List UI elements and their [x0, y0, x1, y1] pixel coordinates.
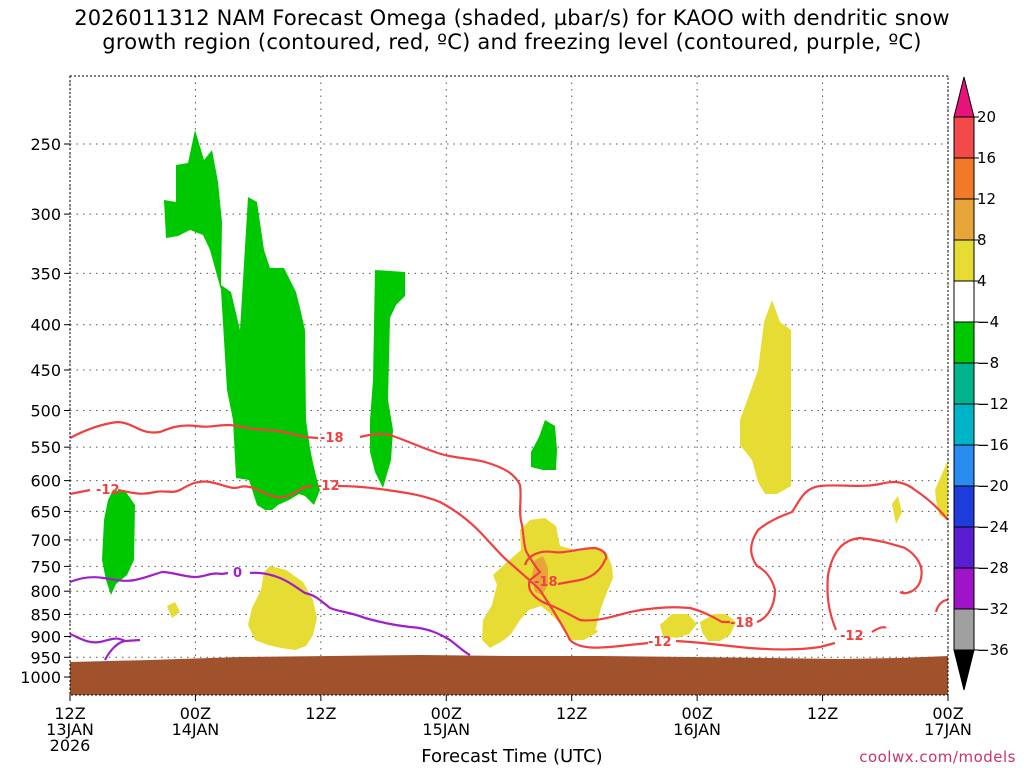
x-tick-label: 15JAN [422, 720, 470, 739]
colorbar-swatch [953, 321, 975, 364]
contour-minus18-lower [527, 480, 948, 624]
y-tick-label: 450 [30, 361, 61, 380]
contour-minus12-right-loop [826, 536, 948, 633]
x-tick-label: 2026 [50, 736, 91, 755]
omega-region-small-yellow-3 [700, 614, 736, 641]
colorbar-arrow-top [953, 76, 975, 118]
contour-freezing-level [70, 570, 471, 656]
colorbar-swatch [953, 362, 975, 405]
colorbar-label: −36 [977, 641, 1009, 659]
contour-minus18-inner-loop [523, 546, 608, 586]
colorbar-label: 8 [977, 231, 987, 249]
y-tick-label: 250 [30, 135, 61, 154]
x-tick-label: 00Z [431, 704, 462, 723]
omega-region-low-green [102, 490, 135, 595]
x-tick-label: 17JAN [924, 720, 972, 739]
y-tick-label: 850 [30, 606, 61, 625]
colorbar-swatch [953, 239, 975, 282]
x-tick-label: 12Z [807, 704, 838, 723]
omega-region-small-yellow-6 [568, 622, 598, 640]
omega-region-small-yellow-2 [660, 614, 697, 638]
x-axis-title: Forecast Time (UTC) [421, 746, 603, 767]
contour-label-minus12-lower: -12 [648, 635, 672, 650]
x-tick-label: 13JAN [46, 720, 94, 739]
y-axis: 250 300 350 400 450 500 550 600 650 700 750 800 850 9… [20, 135, 70, 687]
colorbar-arrow-bottom [953, 649, 975, 691]
colorbar-swatch [953, 485, 975, 528]
colorbar-swatch [953, 608, 975, 651]
credit-link[interactable]: coolwx.com/models [859, 748, 1016, 766]
omega-region-boundary-yellow [248, 566, 317, 650]
colorbar-swatch [953, 444, 975, 487]
terrain-surface [70, 655, 948, 695]
colorbar: 20 16 12 8 4 −4 −8 −12 −16 −20 −24 −28 −32 −36 [953, 76, 1009, 691]
colorbar-label: 20 [977, 108, 996, 126]
colorbar-label: −4 [977, 313, 999, 331]
contour-minus18-upper [70, 420, 542, 581]
colorbar-swatch [953, 526, 975, 569]
colorbar-label: 4 [977, 272, 987, 290]
contour-label-minus18-core: -18 [534, 575, 558, 590]
contour-label-freezing: 0 [233, 566, 242, 581]
omega-region-midlevel-yellow [740, 300, 791, 494]
omega-region-small-yellow-4 [892, 496, 902, 524]
x-tick-label: 12Z [556, 704, 587, 723]
y-tick-label: 900 [30, 627, 61, 646]
contour-minus12-lower [675, 639, 836, 651]
y-tick-label: 950 [30, 648, 61, 667]
y-tick-label: 350 [30, 264, 61, 283]
title-line-2: growth region (contoured, red, ºC) and f… [102, 30, 922, 54]
y-tick-label: 700 [30, 531, 61, 550]
colorbar-label: −16 [977, 436, 1009, 454]
y-tick-label: 550 [30, 438, 61, 457]
y-tick-label: 750 [30, 557, 61, 576]
colorbar-label: −8 [977, 354, 999, 372]
y-tick-label: 400 [30, 316, 61, 335]
x-tick-label: 00Z [180, 704, 211, 723]
x-tick-label: 00Z [681, 704, 712, 723]
plot-frame [69, 75, 949, 696]
colorbar-label: −32 [977, 600, 1009, 618]
omega-region-small-yellow-1 [167, 602, 180, 618]
data-layer: -18 -12 -12 -18 -18 -12 -12 0 [70, 130, 948, 695]
colorbar-swatch [953, 198, 975, 241]
colorbar-swatch [953, 157, 975, 200]
chart-title: 2026011312 NAM Forecast Omega (shaded, µ… [0, 6, 1024, 54]
omega-region-small-yellow-5 [935, 460, 948, 520]
colorbar-label: −12 [977, 395, 1009, 413]
omega-region-upper-green [164, 130, 320, 510]
omega-region-small-green [531, 420, 557, 470]
contour-label-minus18-lower: -18 [730, 616, 754, 631]
x-tick-label: 16JAN [673, 720, 721, 739]
y-tick-label: 300 [30, 205, 61, 224]
colorbar-label: −28 [977, 559, 1009, 577]
colorbar-swatch [953, 116, 975, 159]
y-tick-label: 500 [30, 402, 61, 421]
x-tick-label: 00Z [932, 704, 963, 723]
colorbar-label: −24 [977, 518, 1009, 536]
contour-minus12-upper [70, 480, 649, 649]
colorbar-swatch [953, 567, 975, 610]
contour-label-minus18-upper: -18 [320, 431, 344, 446]
contour-freezing-level-lower [70, 632, 141, 661]
x-tick-label: 14JAN [172, 720, 220, 739]
colorbar-label: 16 [977, 149, 996, 167]
contour-label-minus12-upper: -12 [316, 479, 340, 494]
y-tick-label: 600 [30, 472, 61, 491]
title-line-1: 2026011312 NAM Forecast Omega (shaded, µ… [74, 6, 950, 30]
contour-label-minus12-right: -12 [840, 629, 864, 644]
contour-label-minus12-upper-left: -12 [96, 483, 120, 498]
colorbar-swatch [953, 280, 975, 323]
x-tick-label: 12Z [54, 704, 85, 723]
colorbar-label: 12 [977, 190, 996, 208]
colorbar-swatch [953, 403, 975, 446]
y-tick-label: 800 [30, 582, 61, 601]
y-tick-label: 1000 [20, 668, 61, 687]
colorbar-label: −20 [977, 477, 1009, 495]
x-tick-label: 12Z [305, 704, 336, 723]
y-tick-label: 650 [30, 502, 61, 521]
